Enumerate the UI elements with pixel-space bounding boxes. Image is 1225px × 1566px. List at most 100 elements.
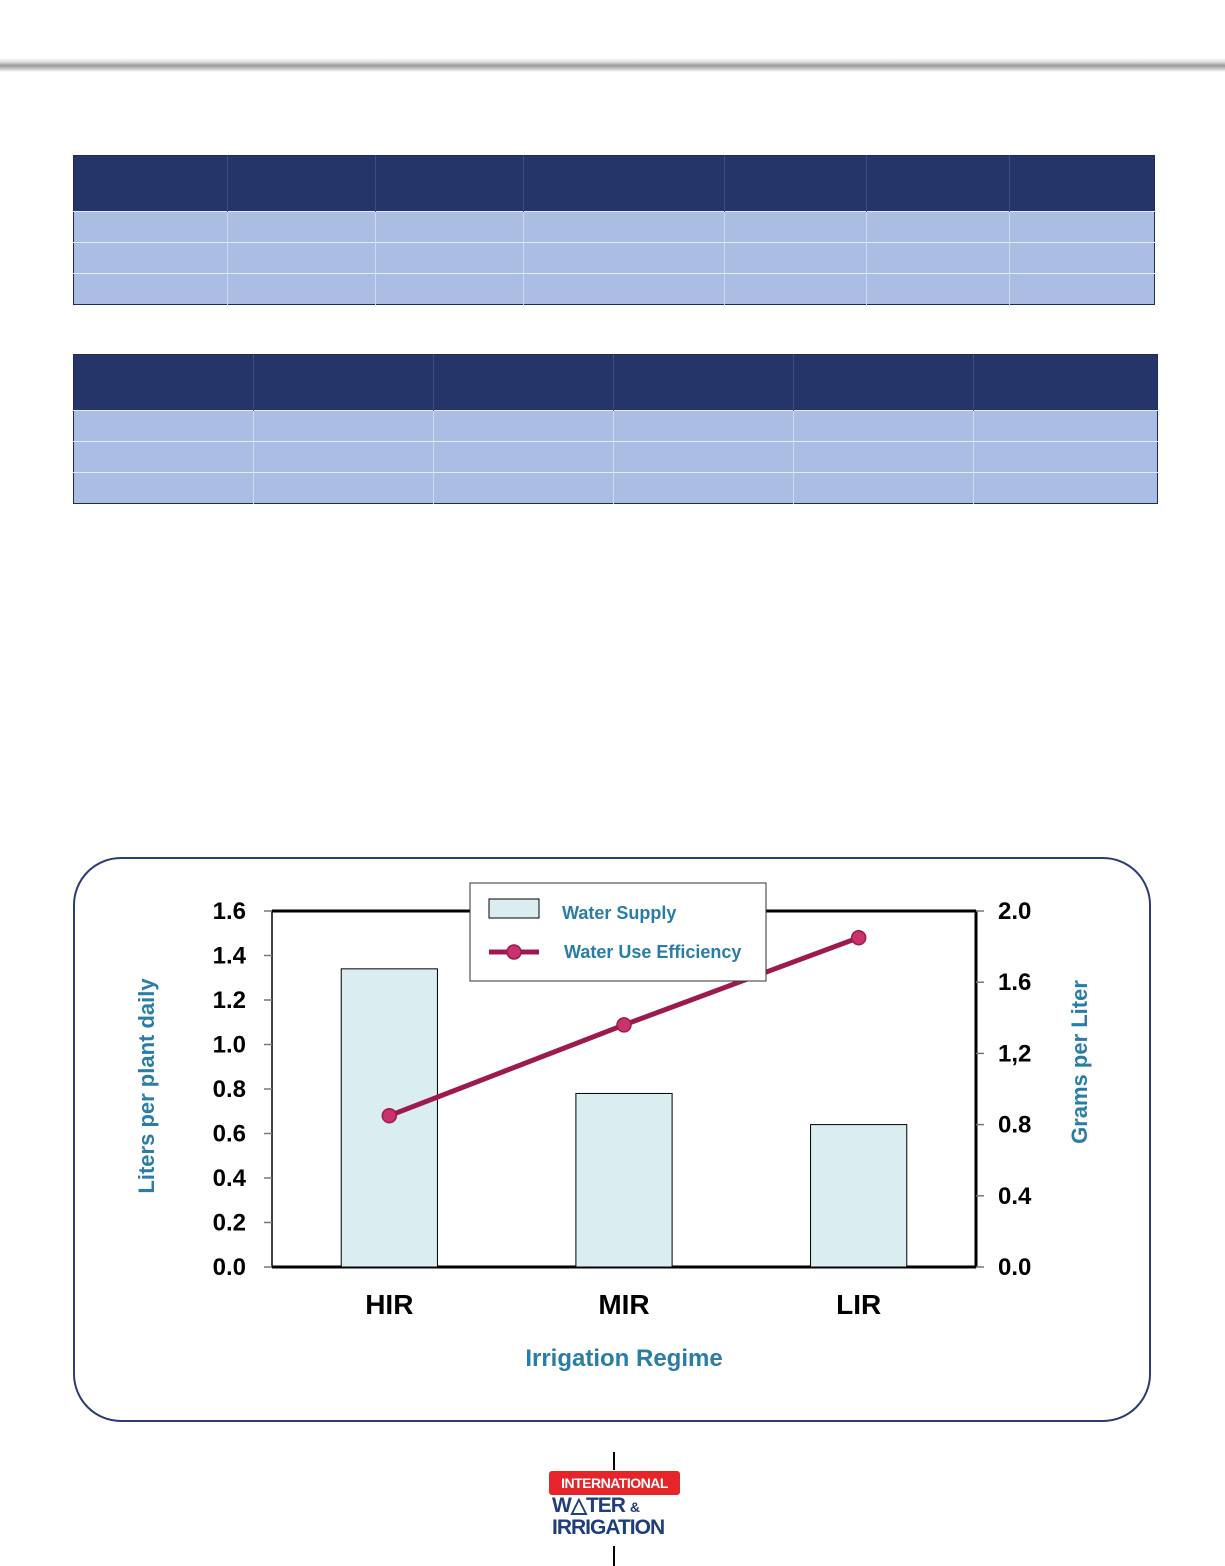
table-cell bbox=[433, 472, 614, 504]
logo-international: INTERNATIONAL bbox=[549, 1471, 680, 1495]
logo-ampersand: & bbox=[629, 1499, 640, 1515]
table-cell bbox=[227, 273, 376, 305]
y2-tick-label: 0.0 bbox=[998, 1254, 1031, 1281]
data-table-2 bbox=[73, 354, 1158, 504]
table-row bbox=[73, 441, 1158, 473]
data-table-1 bbox=[73, 155, 1155, 305]
y-tick-label: 0.2 bbox=[213, 1210, 246, 1237]
table-row bbox=[73, 472, 1158, 504]
table-header-cell bbox=[793, 354, 974, 411]
table-cell bbox=[73, 410, 254, 442]
bar-water-supply-mir bbox=[575, 1092, 673, 1268]
table-cell bbox=[866, 242, 1010, 274]
table-cell bbox=[724, 273, 867, 305]
logo-divider-top bbox=[613, 1452, 615, 1470]
marker-wue-lir bbox=[850, 929, 867, 946]
y2-tick-label: 2.0 bbox=[998, 898, 1031, 925]
table-header-cell bbox=[375, 155, 524, 212]
table-row bbox=[73, 242, 1155, 274]
table-cell bbox=[613, 410, 794, 442]
y-tick-label: 0.8 bbox=[213, 1076, 246, 1103]
table-cell bbox=[73, 273, 228, 305]
table-header-cell bbox=[227, 155, 376, 212]
y-tick-label: 0.0 bbox=[213, 1254, 246, 1281]
chart-frame: 0.0 0.2 0.4 0.6 0.8 1.0 1.2 1.4 1.6 0.0 0.4 0.8 1,2 1… bbox=[73, 857, 1151, 1422]
table-cell bbox=[227, 211, 376, 243]
legend-label-water-use-efficiency: Water Use Efficiency bbox=[564, 942, 741, 962]
y-axis-title: Liters per plant daily bbox=[134, 978, 159, 1194]
table-cell bbox=[613, 472, 794, 504]
table-cell bbox=[73, 441, 254, 473]
table-row bbox=[73, 273, 1155, 305]
table-header-cell bbox=[433, 354, 614, 411]
y2-tick-label: 0.8 bbox=[998, 1112, 1031, 1139]
table-header-cell bbox=[866, 155, 1010, 212]
table-cell bbox=[375, 242, 524, 274]
table-cell bbox=[1009, 211, 1155, 243]
table-header-cell bbox=[73, 354, 254, 411]
table-header-cell bbox=[73, 155, 228, 212]
table-cell bbox=[73, 472, 254, 504]
y-tick-label: 0.6 bbox=[213, 1121, 246, 1148]
logo-water-text: W△TER bbox=[552, 1494, 626, 1517]
table-cell bbox=[523, 273, 725, 305]
table-header-cell bbox=[973, 354, 1158, 411]
table-cell bbox=[613, 441, 794, 473]
table-cell bbox=[793, 410, 974, 442]
table-cell bbox=[866, 211, 1010, 243]
table-cell bbox=[73, 211, 228, 243]
logo-water: W△TER & bbox=[552, 1494, 640, 1517]
table-cell bbox=[253, 410, 434, 442]
x-axis-title: Irrigation Regime bbox=[525, 1345, 722, 1372]
x-category-label: HIR bbox=[365, 1289, 413, 1320]
logo-divider-bottom bbox=[613, 1546, 615, 1566]
table-cell bbox=[523, 242, 725, 274]
y-tick-label: 1.6 bbox=[213, 898, 246, 925]
logo-irrigation: IRRIGATION bbox=[552, 1516, 665, 1539]
y2-tick-label: 0.4 bbox=[998, 1183, 1032, 1210]
table-row bbox=[73, 410, 1158, 442]
table-header-row bbox=[73, 155, 1155, 212]
table-cell bbox=[523, 211, 725, 243]
table-header-cell bbox=[613, 354, 794, 411]
y-tick-label: 1.2 bbox=[213, 987, 246, 1014]
table-cell bbox=[253, 472, 434, 504]
table-cell bbox=[433, 441, 614, 473]
table-header-cell bbox=[253, 354, 434, 411]
top-rule bbox=[0, 58, 1225, 72]
x-category-label: LIR bbox=[836, 1289, 881, 1320]
table-cell bbox=[375, 211, 524, 243]
y-tick-label: 1.4 bbox=[213, 943, 247, 970]
table-cell bbox=[375, 273, 524, 305]
table-cell bbox=[973, 441, 1158, 473]
table-cell bbox=[1009, 273, 1155, 305]
publisher-logo: INTERNATIONAL W△TER & IRRIGATION bbox=[540, 1452, 690, 1566]
y2-tick-label: 1,2 bbox=[998, 1040, 1031, 1067]
table-cell bbox=[793, 441, 974, 473]
marker-wue-mir bbox=[616, 1017, 632, 1033]
legend-swatch-water-supply bbox=[488, 898, 540, 919]
table-header-cell bbox=[523, 155, 725, 212]
table-cell bbox=[1009, 242, 1155, 274]
table-header-cell bbox=[1009, 155, 1155, 212]
y2-axis-title: Grams per Liter bbox=[1067, 980, 1092, 1144]
table-cell bbox=[793, 472, 974, 504]
legend-label-water-supply: Water Supply bbox=[562, 903, 676, 923]
table-header-cell bbox=[724, 155, 867, 212]
table-cell bbox=[724, 211, 867, 243]
x-category-label: MIR bbox=[598, 1289, 649, 1320]
table-header-row bbox=[73, 354, 1158, 411]
y2-tick-label: 1.6 bbox=[998, 969, 1031, 996]
marker-wue-hir bbox=[381, 1107, 398, 1124]
y-tick-label: 0.4 bbox=[213, 1165, 247, 1192]
bar-water-supply-lir bbox=[810, 1124, 908, 1268]
table-cell bbox=[973, 410, 1158, 442]
y-tick-label: 1.0 bbox=[213, 1032, 246, 1059]
table-cell bbox=[973, 472, 1158, 504]
table-cell bbox=[73, 242, 228, 274]
legend-box bbox=[469, 882, 767, 982]
table-cell bbox=[866, 273, 1010, 305]
legend-swatch-marker bbox=[506, 944, 522, 960]
table-cell bbox=[433, 410, 614, 442]
water-chart: 0.0 0.2 0.4 0.6 0.8 1.0 1.2 1.4 1.6 0.0 0.4 0.8 1,2 1… bbox=[134, 882, 1092, 1372]
